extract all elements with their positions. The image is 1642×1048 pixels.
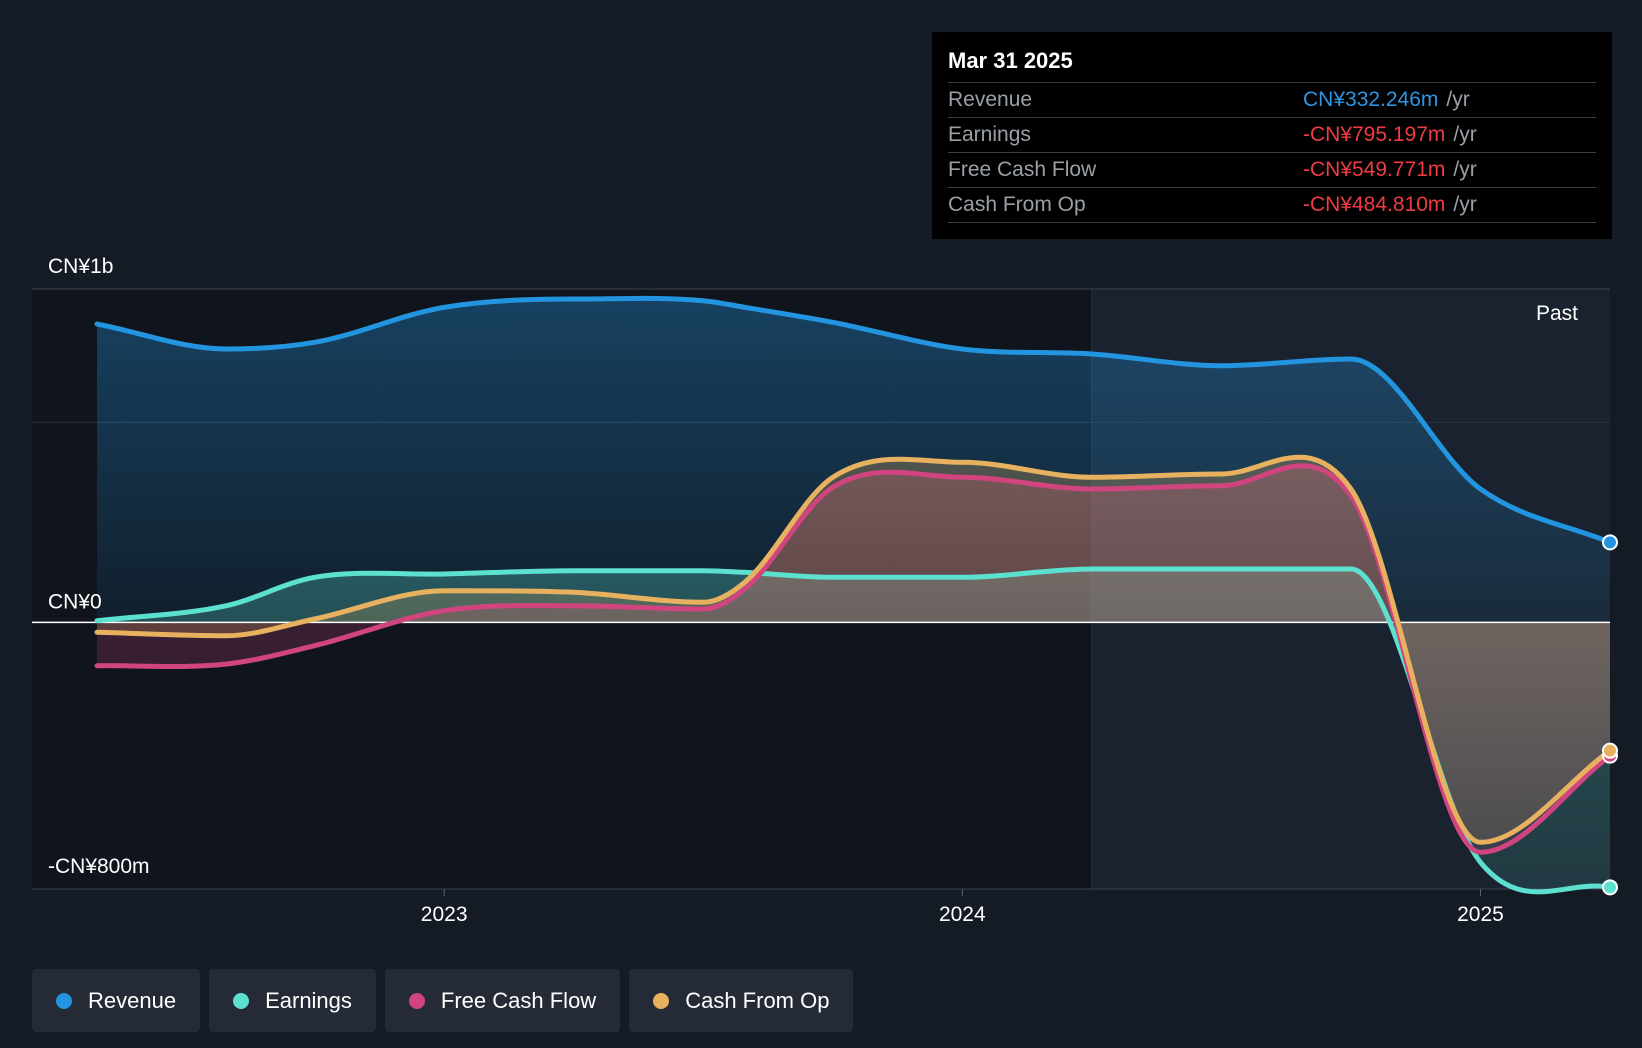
area-cash-from-op: [97, 457, 1610, 843]
tooltip-row-value: -CN¥484.810m: [1303, 193, 1446, 216]
tooltip-row-label: Cash From Op: [948, 193, 1086, 216]
tooltip-row-unit: /yr: [1446, 88, 1470, 111]
tooltip-row-unit: /yr: [1453, 123, 1477, 146]
chart-legend: Revenue Earnings Free Cash Flow Cash Fro…: [32, 969, 854, 1032]
line-earnings: [94, 566, 1613, 895]
tooltip-row-value: -CN¥549.771m: [1303, 158, 1446, 181]
tooltip-row-cash-from-op: Cash From Op -CN¥484.810m /yr: [948, 188, 1596, 223]
tooltip-panel: Mar 31 2025 Revenue CN¥332.246m /yr Earn…: [932, 32, 1612, 239]
tooltip-row-free-cash-flow: Free Cash Flow -CN¥549.771m /yr: [948, 153, 1596, 188]
legend-dot-icon: [233, 992, 250, 1009]
tooltip-row-label: Revenue: [948, 88, 1033, 111]
y-label-zero: CN¥0: [48, 590, 102, 613]
tooltip-row-value: -CN¥795.197m: [1303, 123, 1446, 146]
legend-label: Free Cash Flow: [440, 987, 597, 1013]
legend-item-free-cash-flow[interactable]: Free Cash Flow: [384, 969, 621, 1032]
x-tick-label: 2023: [421, 903, 468, 926]
legend-dot-icon: [56, 992, 72, 1009]
legend-item-cash-from-op[interactable]: Cash From Op: [629, 969, 854, 1032]
legend-item-earnings[interactable]: Earnings: [209, 969, 376, 1032]
legend-dot-icon: [408, 992, 425, 1009]
x-tick-label: 2024: [939, 903, 986, 926]
tooltip-row-unit: /yr: [1453, 193, 1477, 216]
legend-label: Cash From Op: [685, 987, 830, 1013]
y-label-bottom: -CN¥800m: [48, 855, 150, 878]
endpoint-cash-from-op: [1602, 742, 1618, 759]
endpoint-earnings: [1602, 879, 1618, 896]
line-cash-from-op: [94, 454, 1613, 845]
tooltip-row-value: CN¥332.246m: [1303, 88, 1439, 111]
y-label-top: CN¥1b: [48, 255, 113, 278]
endpoint-revenue: [1602, 534, 1618, 551]
label-layer: CN¥1b CN¥0 -CN¥800m 2023 2024 2025 Past: [48, 255, 1578, 926]
tooltip-row-label: Earnings: [948, 123, 1031, 146]
x-tick-label: 2025: [1457, 903, 1504, 926]
legend-item-revenue[interactable]: Revenue: [32, 969, 201, 1032]
tooltip-row-label: Free Cash Flow: [948, 158, 1097, 181]
legend-label: Revenue: [88, 987, 177, 1013]
past-label: Past: [1536, 302, 1578, 325]
legend-label: Earnings: [265, 987, 352, 1013]
legend-dot-icon: [653, 992, 670, 1009]
tooltip-row-revenue: Revenue CN¥332.246m /yr: [948, 83, 1596, 118]
tooltip-row-earnings: Earnings -CN¥795.197m /yr: [948, 118, 1596, 153]
series-layer: [32, 295, 1618, 896]
tooltip-date: Mar 31 2025: [948, 46, 1596, 83]
tooltip-row-unit: /yr: [1453, 158, 1477, 181]
line-revenue: [94, 295, 1613, 545]
